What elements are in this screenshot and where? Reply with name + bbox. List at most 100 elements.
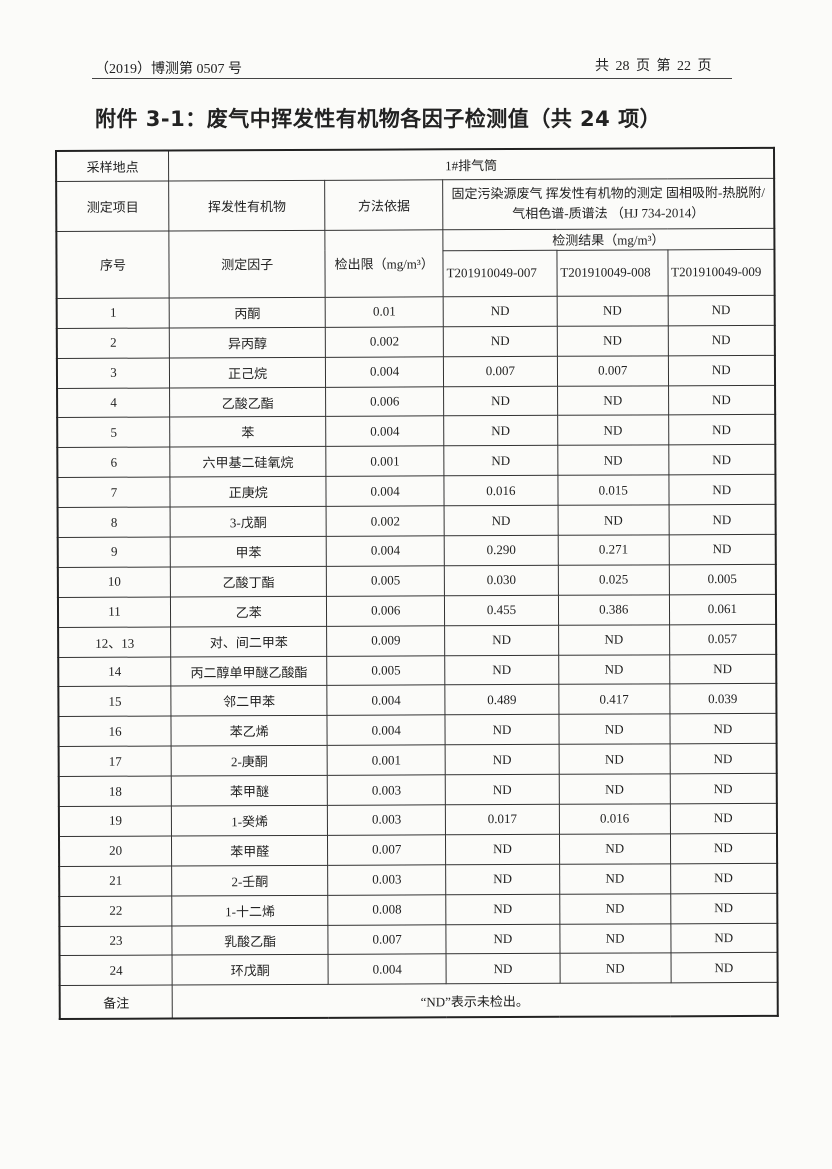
result-cell-1: ND — [445, 774, 560, 805]
limit-cell: 0.004 — [325, 356, 444, 387]
result-cell-2: ND — [559, 773, 670, 805]
factor-cell: 正己烷 — [169, 356, 326, 388]
factor-cell: 1-癸烯 — [171, 805, 328, 836]
sample-id-1: T201910049-007 — [442, 250, 557, 297]
table-row: 1 丙酮 0.01 ND ND ND — [56, 295, 775, 329]
result-cell-3: ND — [670, 863, 778, 894]
method-value: 固定污染源废气 挥发性有机物的测定 固相吸附-热脱附/气相色谱-质谱法 （HJ … — [442, 178, 775, 230]
limit-cell: 0.003 — [327, 804, 446, 836]
seq-cell: 16 — [58, 716, 172, 747]
limit-cell: 0.001 — [326, 446, 444, 477]
factor-cell: 苯 — [169, 416, 327, 448]
result-cell-1: ND — [445, 894, 560, 925]
result-cell-3: ND — [670, 922, 778, 954]
result-cell-1: ND — [443, 296, 558, 327]
result-cell-2: 0.386 — [558, 594, 670, 625]
factor-cell: 苯甲醛 — [171, 835, 328, 866]
result-cell-1: 0.030 — [444, 565, 559, 596]
result-cell-3: ND — [669, 713, 777, 745]
item-label: 测定项目 — [56, 180, 169, 232]
seq-cell: 1 — [56, 297, 170, 329]
result-cell-1: 0.017 — [445, 804, 560, 835]
result-cell-3: 0.039 — [669, 683, 777, 715]
item-row: 测定项目 挥发性有机物 方法依据 固定污染源废气 挥发性有机物的测定 固相吸附-… — [56, 178, 775, 232]
limit-cell: 0.01 — [325, 296, 444, 328]
result-cell-2: ND — [558, 714, 670, 745]
limit-cell: 0.005 — [326, 565, 445, 597]
result-cell-1: ND — [444, 624, 559, 656]
limit-cell: 0.004 — [326, 476, 445, 507]
result-cell-3: ND — [668, 444, 776, 476]
table-row: 8 3-戊酮 0.002 ND ND ND — [57, 504, 776, 538]
result-cell-1: 0.489 — [444, 684, 559, 716]
table-row: 10 乙酸丁酯 0.005 0.030 0.025 0.005 — [57, 564, 776, 598]
seq-cell: 22 — [59, 895, 172, 927]
result-cell-1: ND — [443, 415, 558, 447]
seq-cell: 2 — [56, 327, 170, 359]
result-cell-3: ND — [668, 534, 776, 565]
factor-cell: 丙酮 — [169, 297, 326, 328]
result-cell-2: 0.417 — [558, 684, 670, 715]
item-value: 挥发性有机物 — [168, 180, 326, 231]
factor-cell: 乙苯 — [170, 596, 327, 627]
result-cell-2: ND — [558, 654, 670, 685]
limit-cell: 0.004 — [328, 954, 447, 985]
table-row: 24 环戊酮 0.004 ND ND ND — [59, 952, 778, 986]
limit-cell: 0.006 — [326, 595, 445, 627]
seq-cell: 10 — [57, 566, 171, 598]
report-number: （2019）博测第 0507 号 — [95, 62, 242, 77]
result-cell-1: ND — [443, 326, 558, 357]
result-cell-1: 0.007 — [443, 355, 558, 387]
result-cell-2: ND — [559, 893, 671, 924]
result-cell-2: ND — [557, 445, 669, 476]
limit-cell: 0.007 — [327, 834, 446, 866]
result-cell-3: ND — [668, 384, 776, 416]
table-row: 23 乳酸乙酯 0.007 ND ND ND — [59, 922, 778, 956]
result-cell-2: 0.271 — [557, 534, 669, 566]
result-cell-1: ND — [444, 654, 559, 686]
limit-cell: 0.007 — [328, 924, 447, 955]
result-cell-1: ND — [445, 864, 560, 895]
limit-cell: 0.001 — [327, 745, 446, 776]
result-cell-3: ND — [669, 773, 777, 804]
seq-cell: 8 — [57, 507, 171, 538]
seq-cell: 15 — [58, 686, 172, 717]
remark-value: “ND”表示未检出。 — [172, 982, 778, 1019]
result-cell-2: 0.007 — [557, 355, 669, 386]
seq-cell: 4 — [57, 387, 170, 418]
result-cell-3: 0.061 — [669, 594, 777, 625]
factor-cell: 异丙醇 — [169, 327, 326, 358]
table-row: 22 1-十二烯 0.008 ND ND ND — [59, 893, 778, 927]
result-cell-2: ND — [558, 624, 670, 655]
seq-cell: 11 — [57, 596, 171, 628]
seq-cell: 5 — [57, 417, 170, 448]
result-cell-1: ND — [445, 923, 560, 955]
seq-cell: 17 — [58, 746, 172, 777]
factor-cell: 乙酸丁酯 — [170, 566, 327, 597]
factor-cell: 正庚烷 — [169, 476, 327, 508]
factor-cell: 对、间二甲苯 — [170, 626, 328, 657]
result-cell-2: ND — [556, 295, 668, 327]
seq-cell: 9 — [57, 537, 171, 568]
table-row: 14 丙二醇单甲醚乙酸酯 0.005 ND ND ND — [58, 653, 777, 687]
header-divider — [92, 78, 732, 79]
result-cell-3: 0.005 — [668, 564, 776, 595]
factor-cell: 2-庚酮 — [171, 745, 328, 777]
limit-cell: 0.003 — [327, 864, 446, 896]
limit-cell: 0.004 — [327, 685, 446, 716]
site-value: 1#排气筒 — [168, 147, 775, 181]
result-cell-2: ND — [559, 953, 671, 984]
site-row: 采样地点 1#排气筒 — [56, 147, 775, 182]
result-cell-2: ND — [557, 385, 669, 416]
result-cell-3: ND — [668, 355, 776, 386]
result-cell-2: 0.025 — [558, 564, 670, 596]
limit-label: 检出限（mg/m³） — [325, 229, 444, 298]
result-cell-1: ND — [443, 385, 558, 417]
factor-cell: 2-壬酮 — [171, 865, 329, 896]
remark-row: 备注 “ND”表示未检出。 — [59, 982, 778, 1020]
result-cell-2: ND — [557, 504, 669, 536]
result-cell-3: ND — [670, 893, 778, 924]
sample-id-3: T201910049-009 — [667, 249, 775, 296]
result-cell-2: ND — [558, 744, 670, 775]
limit-cell: 0.006 — [325, 386, 444, 417]
